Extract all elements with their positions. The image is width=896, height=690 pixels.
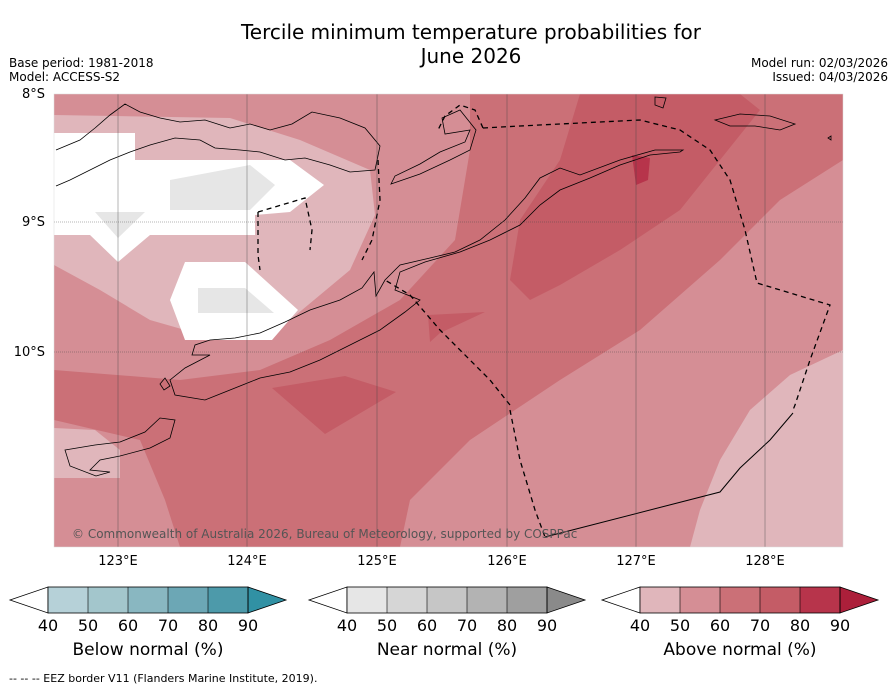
eez-legend-note: -- -- -- EEZ border V11 (Flanders Marine…: [9, 672, 318, 685]
meta-left: Base period: 1981-2018 Model: ACCESS-S2: [9, 56, 154, 84]
colorbar-below-swatch-80: [208, 587, 248, 613]
tick: 50: [77, 616, 99, 635]
colorbar-below-label: Below normal (%): [72, 640, 224, 660]
tick: 70: [749, 616, 771, 635]
colorbar-above-swatch-70: [760, 587, 800, 613]
tick: 90: [536, 616, 558, 635]
colorbar-above-swatch-80: [800, 587, 840, 613]
colorbar-near-extend-low: [307, 586, 348, 614]
tick: 50: [669, 616, 691, 635]
tick: 60: [117, 616, 139, 635]
lon-label-128e: 128°E: [745, 554, 785, 569]
lon-label-127e: 127°E: [616, 554, 656, 569]
eez-border-west: [257, 197, 313, 271]
tick: 60: [416, 616, 438, 635]
colorbar-near-swatch-60: [427, 587, 467, 613]
colorbar-above-extend-high: [839, 586, 880, 614]
eez-border-north: [361, 104, 484, 261]
colorbar-above-label: Above normal (%): [663, 640, 817, 660]
colorbar-above: [600, 586, 880, 614]
colorbar-below-swatch-70: [168, 587, 208, 613]
tick: 80: [197, 616, 219, 635]
lon-label-125e: 125°E: [357, 554, 397, 569]
lat-label-8s: 8°S: [21, 87, 45, 102]
colorbar-below: [8, 586, 288, 614]
colorbar-below-extend-high: [247, 586, 288, 614]
colorbar-below-extend-low: [8, 586, 49, 614]
colorbar-near-label: Near normal (%): [376, 640, 518, 660]
colorbar-above-swatch-40: [640, 587, 680, 613]
model-name: Model: ACCESS-S2: [9, 70, 121, 84]
lon-label-124e: 124°E: [227, 554, 267, 569]
map-frame: [53, 93, 844, 548]
field-40-southwest: [54, 428, 120, 478]
eez-border-solid: [544, 412, 794, 538]
coastline: [55, 96, 832, 477]
field-80-patch: [632, 155, 650, 185]
tick: 80: [789, 616, 811, 635]
lat-label-9s: 9°S: [21, 215, 45, 230]
colorbar-above-extend-low: [600, 586, 641, 614]
base-period: Base period: 1981-2018: [9, 56, 154, 70]
lon-label-126e: 126°E: [487, 554, 527, 569]
map-title: Tercile minimum temperature probabilitie…: [0, 20, 896, 68]
colorbar-near-swatch-40: [347, 587, 387, 613]
tick: 40: [336, 616, 358, 635]
colorbar-above-swatch-60: [720, 587, 760, 613]
title-line-1: Tercile minimum temperature probabilitie…: [240, 20, 702, 44]
model-run: Model run: 02/03/2026: [750, 56, 888, 70]
field-near-1: [170, 165, 275, 210]
tick: 40: [37, 616, 59, 635]
meta-right: Model run: 02/03/2026 Issued: 04/03/2026: [751, 56, 888, 84]
colorbar-below-swatch-50: [88, 587, 128, 613]
issued-date: Issued: 04/03/2026: [772, 70, 888, 84]
eez-border-south: [509, 409, 546, 538]
colorbar-near-swatch-80: [507, 587, 547, 613]
tick: 60: [709, 616, 731, 635]
tick: 40: [629, 616, 651, 635]
field-40-southeast: [690, 350, 843, 547]
probability-field: [54, 94, 843, 547]
lon-label-123e: 123°E: [98, 554, 138, 569]
colorbar-near-swatch-50: [387, 587, 427, 613]
copyright-notice: © Commonwealth of Australia 2026, Bureau…: [72, 527, 578, 541]
colorbar-below-swatch-40: [48, 587, 88, 613]
colorbar-below-swatch-60: [128, 587, 168, 613]
field-70-small: [428, 312, 485, 342]
colorbar-near-extend-high: [546, 586, 587, 614]
eez-border: [384, 119, 831, 411]
tick: 50: [376, 616, 398, 635]
tick: 90: [829, 616, 851, 635]
tick: 90: [237, 616, 259, 635]
title-line-2: June 2026: [420, 44, 522, 68]
field-70-northeast: [510, 94, 760, 300]
tick: 80: [496, 616, 518, 635]
tick: 70: [456, 616, 478, 635]
colorbar-near-swatch-70: [467, 587, 507, 613]
gridlines: [54, 94, 843, 547]
field-near-2: [95, 212, 145, 238]
tick: 70: [157, 616, 179, 635]
lat-label-10s: 10°S: [13, 345, 45, 360]
field-70-south: [272, 376, 396, 434]
colorbar-above-swatch-50: [680, 587, 720, 613]
field-near-3: [198, 288, 274, 313]
colorbar-near: [307, 586, 587, 614]
